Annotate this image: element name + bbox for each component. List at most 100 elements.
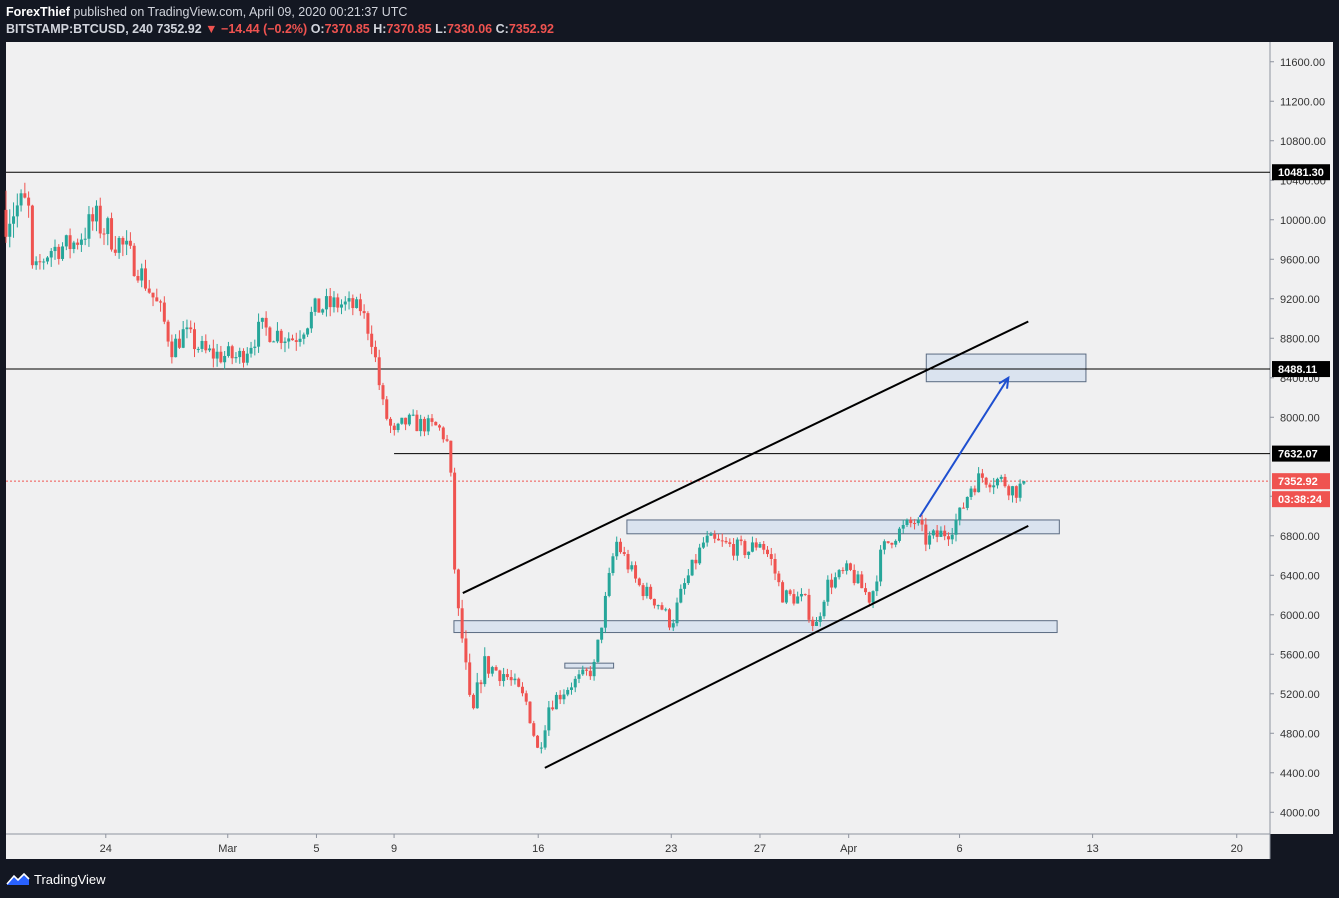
- candle-body: [931, 530, 935, 536]
- candle-body: [995, 478, 999, 486]
- candle-body: [174, 338, 178, 358]
- candle-body: [860, 574, 864, 589]
- trendlines-layer: [462, 320, 1029, 769]
- candle-body: [343, 301, 347, 305]
- candle-body: [102, 233, 106, 235]
- candle-body: [562, 694, 566, 700]
- candle-body: [724, 540, 728, 543]
- candle-body: [520, 686, 524, 694]
- candle-body: [110, 218, 114, 250]
- candle-body: [445, 439, 449, 441]
- time-tick-label: 9: [391, 843, 397, 855]
- candle-body: [468, 662, 472, 695]
- candle-body: [698, 547, 702, 564]
- price-tick-label: 10000.00: [1280, 215, 1326, 227]
- candle-body: [257, 321, 261, 347]
- candle-body: [701, 542, 705, 548]
- candle-body: [306, 328, 310, 335]
- candle-body: [762, 543, 766, 550]
- candle-body: [611, 556, 615, 574]
- price-tick-label: 4000.00: [1280, 807, 1320, 819]
- candle-body: [200, 340, 204, 349]
- candle-body: [313, 298, 317, 312]
- candle-body: [890, 542, 894, 545]
- candle-body: [803, 593, 807, 595]
- candle-body: [487, 656, 491, 674]
- price-change: −14.44 (−0.2%): [221, 22, 308, 36]
- symbol-label[interactable]: BITSTAMP:BTCUSD, 240: [6, 22, 154, 36]
- publish-line: ForexThief published on TradingView.com,…: [6, 5, 407, 19]
- candle-body: [471, 694, 475, 709]
- plot-area[interactable]: [6, 42, 1270, 834]
- candle-body: [622, 552, 626, 555]
- candle-body: [720, 540, 724, 542]
- candle-body: [381, 385, 385, 400]
- brand-name[interactable]: TradingView: [34, 872, 106, 887]
- candle-body: [241, 350, 245, 363]
- candle-body: [317, 298, 321, 313]
- candle-body: [245, 353, 249, 363]
- candle-body: [268, 327, 272, 342]
- candle-body: [219, 351, 223, 363]
- tradingview-logo-icon[interactable]: [6, 871, 30, 887]
- down-arrow-icon: ▼: [205, 22, 218, 36]
- candle-body: [977, 473, 981, 493]
- candle-body: [999, 476, 1003, 479]
- candle-body: [72, 242, 76, 250]
- candle-body: [483, 656, 487, 685]
- candle-body: [362, 311, 366, 314]
- candle-body: [905, 519, 909, 525]
- candle-body: [690, 559, 694, 576]
- level-price-tag: 10481.30: [1278, 167, 1324, 179]
- current-price-tag: 7352.92: [1278, 476, 1318, 488]
- candle-body: [566, 689, 570, 695]
- candle-body: [453, 472, 457, 570]
- footer: TradingView: [0, 862, 1339, 898]
- candle-body: [675, 602, 679, 624]
- candle-body: [916, 519, 920, 524]
- symbol-line: BITSTAMP:BTCUSD, 240 7352.92 ▼ −14.44 (−…: [6, 22, 554, 36]
- low-value: 7330.06: [446, 22, 493, 36]
- price-tick-label: 4400.00: [1280, 768, 1320, 780]
- candle-body: [781, 582, 785, 603]
- low-label: L:: [435, 22, 447, 36]
- candle-body: [1022, 481, 1026, 484]
- price-tick-label: 6800.00: [1280, 531, 1320, 543]
- price-tick-label: 5600.00: [1280, 649, 1320, 661]
- price-axis[interactable]: [1270, 42, 1333, 834]
- candle-body: [909, 519, 913, 524]
- candle-body: [792, 594, 796, 604]
- candle-body: [1018, 483, 1022, 498]
- candle-body: [336, 297, 340, 308]
- candle-body: [166, 321, 170, 342]
- price-tick-label: 8800.00: [1280, 333, 1320, 345]
- candle-body: [430, 418, 434, 422]
- candle-body: [456, 569, 460, 609]
- candle-body: [4, 209, 8, 237]
- candle-body: [543, 730, 547, 748]
- candle-body: [879, 549, 883, 582]
- candle-body: [573, 678, 577, 688]
- candle-body: [939, 530, 943, 537]
- candle-body: [683, 583, 687, 589]
- candle-body: [649, 586, 653, 599]
- candle-body: [920, 519, 924, 525]
- candle-body: [848, 563, 852, 570]
- candle-body: [894, 540, 898, 545]
- author-link[interactable]: ForexThief: [6, 5, 70, 19]
- time-axis[interactable]: [6, 834, 1270, 859]
- candle-body: [298, 338, 302, 342]
- candles-layer: [4, 182, 1026, 754]
- price-tick-label: 11600.00: [1280, 57, 1325, 69]
- publish-info: published on TradingView.com, April 09, …: [69, 5, 408, 19]
- candle-body: [181, 329, 185, 348]
- candle-body: [328, 296, 332, 308]
- candle-body: [713, 534, 717, 539]
- candle-body: [973, 488, 977, 493]
- candle-body: [856, 574, 860, 584]
- candle-body: [897, 528, 901, 541]
- candle-body: [777, 573, 781, 583]
- candle-body: [551, 707, 555, 710]
- candle-body: [513, 678, 517, 681]
